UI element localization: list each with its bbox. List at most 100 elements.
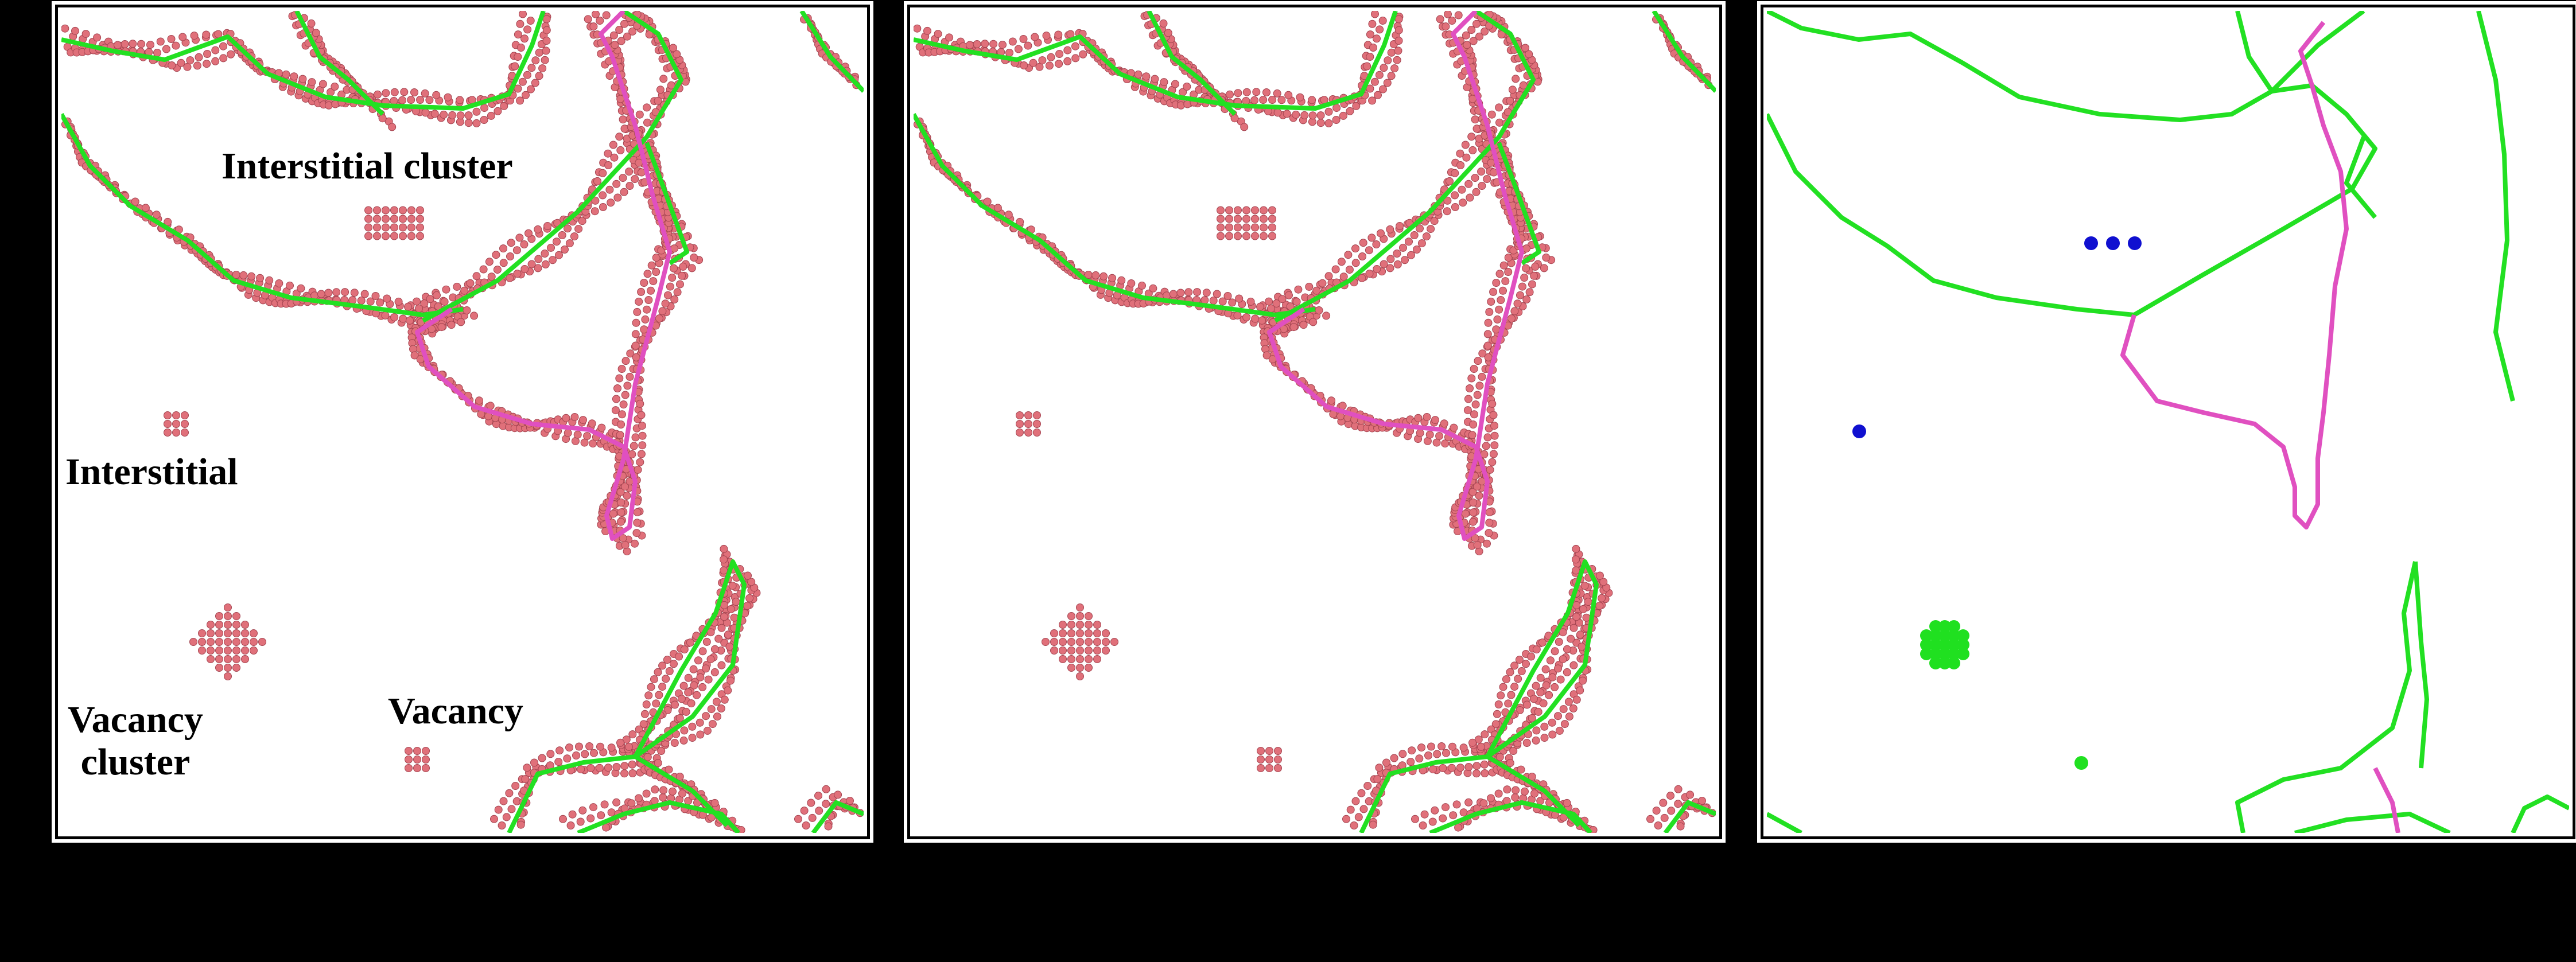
atom (989, 40, 998, 48)
atom (413, 747, 421, 755)
atom (652, 268, 660, 276)
atom (655, 691, 663, 699)
atom (675, 714, 684, 722)
atom (1273, 108, 1282, 117)
atom (1510, 307, 1519, 316)
atom (1369, 820, 1377, 829)
atom (1265, 764, 1273, 772)
vacancy-marker (1948, 629, 1960, 642)
atom (1251, 215, 1259, 223)
atom (1045, 61, 1054, 70)
dislocation-line-green (1274, 11, 1536, 323)
atom (1483, 330, 1492, 338)
atom (1067, 638, 1075, 646)
atom (1394, 26, 1403, 34)
atom (647, 683, 655, 691)
atom (1331, 265, 1340, 274)
atom (621, 482, 630, 491)
atom (638, 441, 647, 450)
atom (677, 695, 686, 703)
atom (1458, 185, 1466, 194)
atom (555, 251, 563, 259)
atom (1373, 34, 1381, 43)
atom (1659, 799, 1668, 807)
atom (612, 180, 621, 188)
atom (232, 646, 240, 655)
atom (1067, 612, 1075, 620)
atom (1461, 141, 1470, 149)
atom (1183, 83, 1191, 91)
atom (620, 769, 628, 778)
atom (382, 215, 390, 223)
atom (1551, 647, 1559, 656)
atom (394, 297, 403, 306)
atom (1452, 800, 1461, 809)
atom (168, 61, 176, 69)
atom (726, 605, 735, 613)
atom (511, 62, 519, 71)
atom (1483, 433, 1492, 442)
atom (657, 747, 666, 755)
dislocation-line-green (507, 559, 747, 833)
atom (673, 50, 681, 59)
atom (649, 277, 658, 286)
atom (1093, 629, 1101, 637)
atom (1300, 111, 1309, 119)
atom (637, 411, 646, 419)
atom (1529, 695, 1538, 703)
atom (1230, 114, 1239, 123)
atom (1374, 91, 1382, 99)
atom (732, 598, 740, 606)
atom (541, 260, 550, 268)
atom (1260, 206, 1268, 215)
atom (487, 111, 495, 120)
atom (1474, 735, 1483, 744)
atom (1595, 602, 1604, 610)
atom (824, 822, 833, 831)
atom (846, 797, 854, 805)
atom (577, 765, 585, 774)
atom (1510, 683, 1519, 691)
interstitial-marker (2084, 236, 2098, 250)
atom (1346, 805, 1355, 814)
atom (720, 544, 728, 553)
atom (1489, 287, 1498, 296)
atom (1481, 730, 1489, 739)
atom (325, 101, 333, 110)
atom (647, 286, 655, 295)
atom (1294, 285, 1303, 294)
dislocation-line-magenta (415, 11, 672, 541)
atom (232, 621, 240, 629)
dislocation-line-green (1767, 11, 2273, 122)
atom (1483, 175, 1491, 184)
atom (664, 291, 672, 299)
atom (1059, 646, 1067, 655)
atom (549, 256, 557, 264)
atom (615, 133, 624, 141)
atom (1099, 272, 1108, 281)
atom (1538, 638, 1547, 647)
atom (390, 223, 398, 232)
atom (1530, 789, 1538, 798)
atom (232, 638, 240, 646)
atom (1242, 223, 1250, 232)
atom (541, 250, 549, 258)
atom (1478, 372, 1486, 381)
atom (621, 357, 630, 365)
atom (611, 41, 619, 49)
atom (426, 295, 434, 303)
atom (1258, 316, 1266, 325)
atom (706, 628, 715, 637)
atom (1532, 726, 1541, 735)
atom (1448, 742, 1456, 751)
atom (1093, 646, 1101, 655)
atom (1485, 508, 1494, 516)
atom (597, 423, 606, 432)
atom (1454, 11, 1463, 20)
atom (1414, 414, 1423, 422)
atom (1033, 420, 1041, 428)
atom (1202, 289, 1211, 297)
atom (514, 53, 522, 61)
atom (416, 223, 424, 232)
atom (1407, 251, 1415, 259)
